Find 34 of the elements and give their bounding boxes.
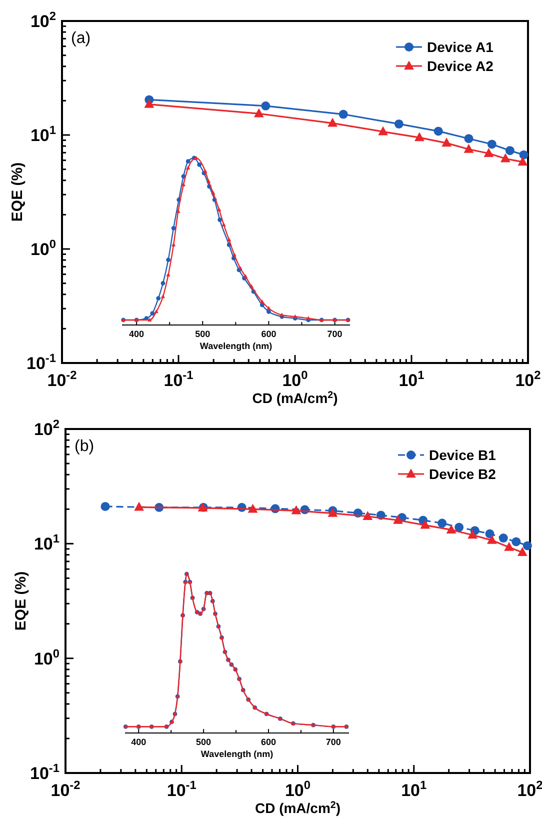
x-tick-label: 600 xyxy=(261,329,276,339)
x-tick-label: 10$^{1}$ xyxy=(398,368,425,390)
y-axis-title: EQE (%) xyxy=(12,571,30,631)
x-tick-label: 10$^{2}$ xyxy=(517,778,542,800)
legend-label: Device A2 xyxy=(427,58,494,74)
x-tick-label: 400 xyxy=(129,329,144,339)
x-tick-label: 500 xyxy=(195,329,210,339)
x-axis-title: Wavelength (nm) xyxy=(200,749,274,759)
x-axis-title: CD (mA/cm$^{2}$) xyxy=(254,800,341,816)
x-tick-label: 10$^{0}$ xyxy=(282,368,308,390)
x-tick-label: 600 xyxy=(260,737,276,747)
x-tick-label: 700 xyxy=(326,737,341,747)
y-tick-label: 10$^{0}$ xyxy=(30,237,56,259)
x-tick-label: 10$^{-1}$ xyxy=(166,778,197,800)
x-tick-label: 500 xyxy=(196,737,212,747)
x-tick-label: 10$^{1}$ xyxy=(401,778,428,800)
x-tick-label: 400 xyxy=(131,737,146,747)
x-tick-label: 700 xyxy=(327,329,342,339)
annotation: (b) xyxy=(74,438,94,455)
y-tick-label: 10$^{2}$ xyxy=(30,9,56,31)
legend-label: Device B2 xyxy=(429,466,496,482)
annotation: (a) xyxy=(71,30,91,47)
x-tick-label: 10$^{2}$ xyxy=(515,368,542,390)
x-axis-title: Wavelength (nm) xyxy=(200,341,272,351)
x-tick-label: 10$^{0}$ xyxy=(284,778,311,800)
y-tick-label: 10$^{1}$ xyxy=(34,532,60,554)
x-tick-label: 10$^{-1}$ xyxy=(164,368,194,390)
legend-label: Device A1 xyxy=(427,39,494,55)
y-tick-label: 10$^{0}$ xyxy=(34,646,60,668)
y-axis-title: EQE (%) xyxy=(9,162,26,222)
legend-label: Device B1 xyxy=(429,447,496,463)
y-tick-label: 10$^{1}$ xyxy=(30,123,56,145)
x-axis-title: CD (mA/cm$^{2}$) xyxy=(252,390,338,406)
y-tick-label: 10$^{2}$ xyxy=(34,417,60,439)
